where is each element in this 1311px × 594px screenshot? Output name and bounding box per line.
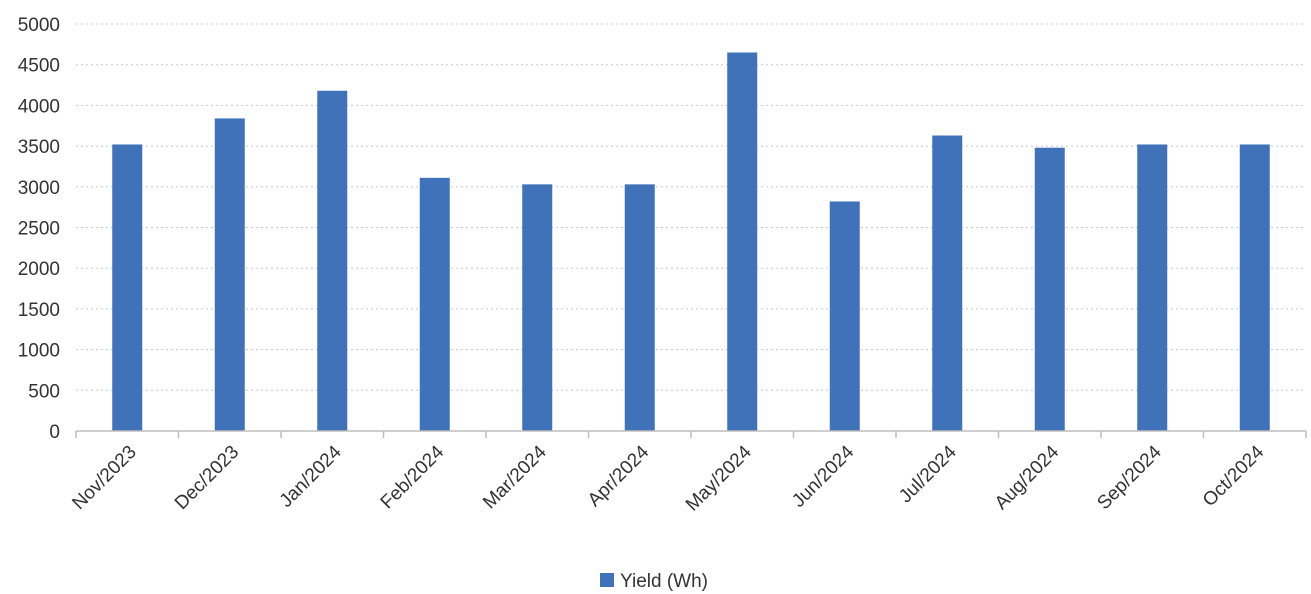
y-tick-label: 4000 (18, 96, 60, 117)
x-tick-label: Feb/2024 (377, 441, 449, 513)
bar (1239, 144, 1270, 432)
legend-label: Yield (Wh) (620, 571, 708, 592)
x-tick-label: May/2024 (682, 441, 756, 515)
y-tick-label: 5000 (18, 15, 60, 36)
x-axis-tick-labels: Nov/2023 Dec/2023 Jan/2024 Feb/2024 Mar/2024… (68, 441, 1268, 515)
y-tick-label: 500 (28, 381, 60, 402)
legend: Yield (Wh) (600, 571, 708, 592)
bar (624, 184, 655, 431)
y-tick-label: 2000 (18, 259, 60, 280)
x-tick-label: Dec/2023 (171, 442, 243, 514)
x-tick-label: Aug/2024 (991, 441, 1064, 514)
bar (522, 184, 553, 431)
x-axis-tick-marks (75, 431, 1307, 438)
x-tick-label: Jan/2024 (276, 441, 346, 511)
y-tick-label: 0 (49, 422, 60, 443)
bar (727, 52, 758, 432)
bar (1034, 147, 1065, 431)
bar (214, 118, 245, 431)
x-tick-label: Sep/2024 (1093, 441, 1166, 514)
x-tick-label: Jun/2024 (788, 441, 858, 511)
y-tick-label: 3000 (18, 178, 60, 199)
y-tick-label: 1000 (18, 341, 60, 362)
bar (317, 90, 348, 432)
x-tick-label: Apr/2024 (584, 441, 654, 511)
bar (1137, 144, 1168, 432)
y-tick-label: 1500 (18, 300, 60, 321)
x-tick-label: Nov/2023 (68, 442, 140, 514)
bar (829, 201, 860, 431)
bar (932, 135, 963, 431)
bar (112, 144, 143, 432)
y-tick-label: 4500 (18, 56, 60, 77)
bar (419, 177, 450, 431)
x-tick-label: Mar/2024 (479, 441, 551, 513)
grid-lines (76, 23, 1306, 391)
bars (112, 52, 1270, 432)
x-tick-label: Jul/2024 (895, 441, 961, 507)
legend-swatch (600, 573, 614, 587)
y-tick-label: 3500 (18, 137, 60, 158)
y-axis-tick-labels: 0 500 1000 1500 2000 2500 3000 3500 4000 4500 5000 (18, 15, 60, 443)
y-tick-label: 2500 (18, 219, 60, 240)
x-tick-label: Oct/2024 (1199, 441, 1269, 511)
